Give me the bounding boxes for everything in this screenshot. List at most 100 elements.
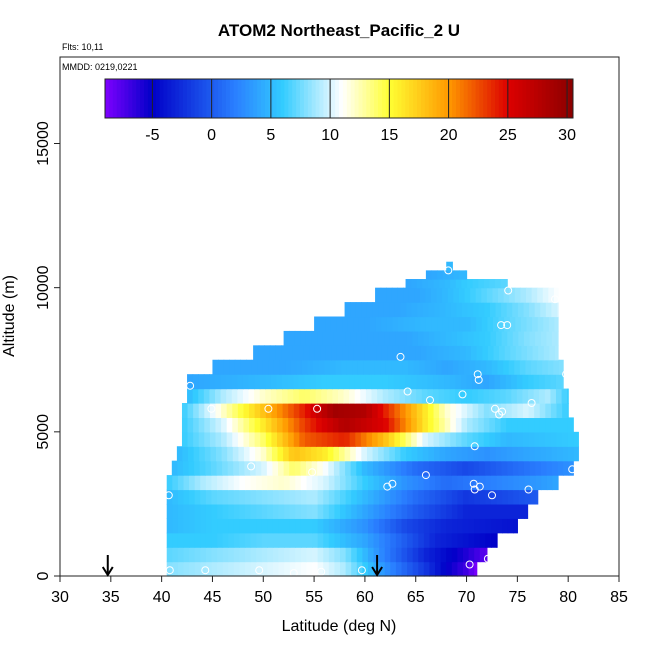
heatmap-cell <box>429 532 436 548</box>
heatmap-cell <box>507 518 514 534</box>
heatmap-cell <box>411 446 418 462</box>
heatmap-cell <box>194 460 201 476</box>
heatmap-cell <box>245 359 253 375</box>
heatmap-cell <box>469 359 476 375</box>
heatmap-cell <box>320 345 327 361</box>
heatmap-cell <box>451 261 453 271</box>
heatmap-cell <box>395 475 403 491</box>
heatmap-cell <box>345 330 352 346</box>
heatmap-cell <box>192 374 199 390</box>
heatmap-cell <box>209 374 216 390</box>
heatmap-cell <box>357 359 364 375</box>
heatmap-cell <box>567 403 569 419</box>
heatmap-cell <box>267 489 274 505</box>
heatmap-cell <box>209 431 217 447</box>
heatmap-cell <box>459 270 466 280</box>
heatmap-cell <box>312 518 319 534</box>
heatmap-cell <box>210 446 217 462</box>
x-tick-label: 45 <box>204 589 222 606</box>
x-tick-label: 85 <box>610 589 628 606</box>
heatmap-cell <box>352 359 359 375</box>
colorbar-segment <box>307 79 313 118</box>
heatmap-cell <box>189 518 196 534</box>
heatmap-cell <box>485 518 492 534</box>
heatmap-cell <box>506 417 513 433</box>
heatmap-cell <box>496 489 503 505</box>
heatmap-cell <box>270 374 278 390</box>
colorbar-segment <box>420 79 426 118</box>
heatmap-cell <box>340 475 347 491</box>
heatmap-cell <box>434 460 441 476</box>
heatmap-cell <box>250 503 257 519</box>
sample-point <box>483 554 492 563</box>
heatmap-cell <box>500 279 507 289</box>
heatmap-cell <box>356 460 363 476</box>
heatmap-cell <box>264 345 271 361</box>
heatmap-cell <box>253 345 260 361</box>
heatmap-cell <box>265 431 272 447</box>
heatmap-cell <box>384 532 391 548</box>
heatmap-cell <box>327 431 334 447</box>
heatmap-cell <box>217 503 224 519</box>
heatmap-cell <box>517 431 524 447</box>
sample-points <box>164 266 577 578</box>
colorbar-ticks: -5 0 5 10 15 20 25 30 <box>145 79 576 144</box>
heatmap-cell <box>457 489 464 505</box>
heatmap-cell <box>405 417 412 433</box>
heatmap-cell <box>340 518 347 534</box>
heatmap-cell <box>428 460 436 476</box>
heatmap-cell <box>439 417 446 433</box>
heatmap-cell <box>496 475 503 491</box>
heatmap-cell <box>304 431 312 447</box>
heatmap-cell <box>517 302 525 318</box>
heatmap-cell <box>466 374 473 390</box>
heatmap-cell <box>400 446 407 462</box>
heatmap-cell <box>412 561 419 577</box>
heatmap-cell <box>438 388 445 404</box>
heatmap-cell <box>312 489 319 505</box>
heatmap-cell <box>448 316 455 332</box>
y-axis: 0 5000 10000 15000 <box>35 121 60 580</box>
colorbar-segment <box>456 79 461 118</box>
heatmap-cell <box>244 475 252 491</box>
heatmap-cell <box>422 302 430 318</box>
heatmap-cell <box>427 388 434 404</box>
heatmap-cell <box>553 359 560 375</box>
heatmap-cell <box>407 532 414 548</box>
heatmap-cell <box>431 270 438 280</box>
heatmap-cell <box>401 489 408 505</box>
colorbar-segment <box>311 79 317 118</box>
heatmap-cell <box>204 446 212 462</box>
heatmap-cell <box>282 417 289 433</box>
heatmap-cell <box>416 374 423 390</box>
heatmap-cell <box>300 460 307 476</box>
heatmap-cell <box>489 302 497 318</box>
heatmap-cell <box>456 330 464 346</box>
heatmap-cell <box>498 287 505 303</box>
heatmap-cell <box>198 388 205 404</box>
sample-point <box>388 479 397 488</box>
colorbar-segment <box>292 79 297 118</box>
heatmap-cell <box>437 316 444 332</box>
heatmap-cell <box>506 279 508 289</box>
colorbar-segment <box>463 79 469 118</box>
colorbar-segment <box>448 79 453 118</box>
heatmap-cell <box>467 417 474 433</box>
heatmap-cell <box>345 460 352 476</box>
heatmap-cell <box>401 561 408 577</box>
heatmap-cell <box>539 374 546 390</box>
heatmap-cell <box>215 403 222 419</box>
heatmap-cell <box>450 446 457 462</box>
sample-point <box>473 370 482 379</box>
sample-point <box>474 375 483 384</box>
heatmap-cell <box>177 460 184 476</box>
heatmap-cell <box>338 417 345 433</box>
heatmap-cell <box>460 374 468 390</box>
heatmap-cell <box>189 561 196 577</box>
heatmap-cell <box>387 345 394 361</box>
colorbar-segment <box>374 79 379 118</box>
heatmap-cell <box>525 359 532 375</box>
heatmap-cell <box>226 374 233 390</box>
heatmap-cell <box>454 345 461 361</box>
heatmap-cell <box>394 302 402 318</box>
